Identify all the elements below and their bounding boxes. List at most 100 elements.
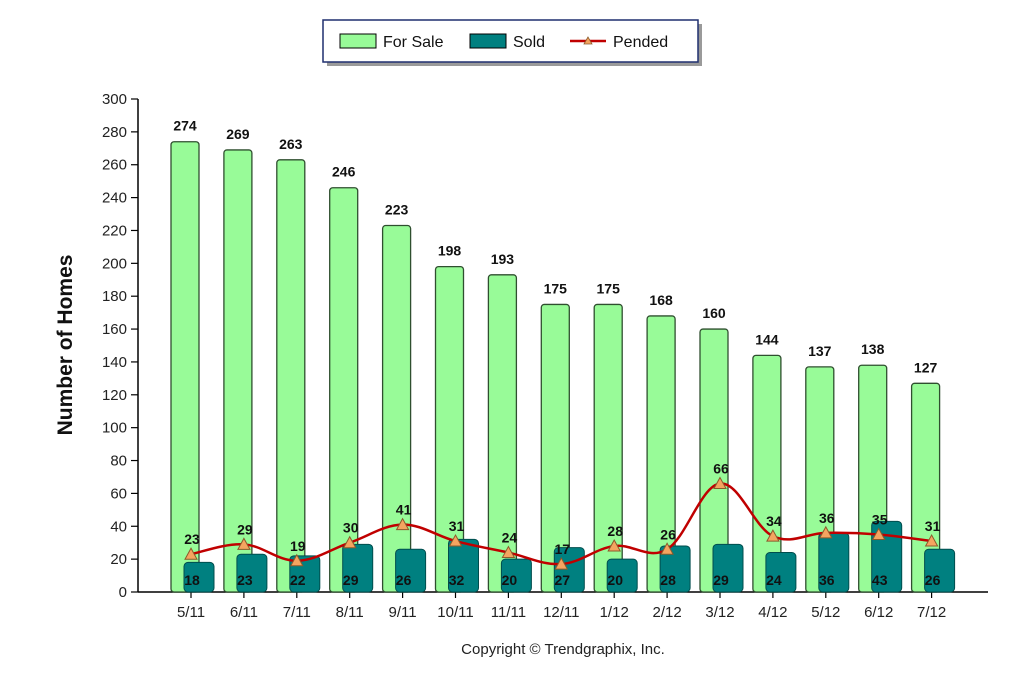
for-sale-value-label: 263: [279, 136, 303, 152]
y-tick-label: 20: [110, 551, 127, 568]
y-tick-label: 160: [102, 321, 127, 338]
for-sale-value-label: 274: [173, 118, 197, 134]
x-tick-label: 3/12: [705, 604, 734, 621]
legend: For Sale Sold Pended: [322, 19, 702, 66]
y-axis-title: Number of Homes: [54, 255, 77, 436]
for-sale-bar: [223, 149, 253, 593]
y-axis: 0 20 40 60 80 100 120 140 160 180 200 220 240 260 280 3…: [102, 91, 139, 601]
sold-bar: [236, 553, 268, 593]
for-sale-series: 274 269 263 246 223 198 193 175 175 168 160 144 137 1…: [170, 118, 941, 593]
x-tick-label: 6/11: [230, 604, 258, 621]
legend-box: [322, 19, 699, 63]
pended-value-label: 35: [872, 511, 888, 527]
x-tick-label: 5/11: [177, 604, 205, 621]
for-sale-bar: [593, 303, 623, 593]
for-sale-value-label: 168: [649, 292, 673, 308]
pended-marker: [501, 545, 516, 559]
x-tick-label: 6/12: [864, 604, 893, 621]
sold-bar: [342, 543, 374, 593]
x-tick-label: 7/11: [283, 604, 311, 621]
pended-marker: [924, 534, 939, 547]
x-tick-label: 5/12: [811, 604, 840, 621]
y-tick-label: 100: [102, 420, 127, 437]
sold-value-label: 20: [502, 572, 518, 588]
sold-bar: [924, 548, 956, 593]
x-tick-label: 9/11: [389, 604, 417, 621]
y-tick-label: 260: [102, 157, 127, 174]
for-sale-value-label: 175: [544, 280, 568, 296]
pended-marker: [395, 517, 410, 531]
for-sale-bar: [276, 159, 306, 593]
sold-value-label: 23: [237, 572, 253, 588]
pended-value-label: 30: [343, 520, 359, 536]
x-tick-label: 12/11: [543, 604, 579, 621]
sold-bar: [606, 558, 638, 593]
for-sale-bar: [170, 141, 200, 593]
sold-value-label: 18: [184, 572, 200, 588]
sold-value-label: 26: [396, 572, 412, 588]
pended-value-label: 36: [819, 510, 835, 526]
sold-bar: [183, 561, 215, 593]
for-sale-bar: [646, 315, 676, 593]
pended-value-label: 31: [449, 518, 465, 534]
sold-value-label: 26: [925, 572, 941, 588]
pended-value-label: 31: [925, 518, 941, 534]
pended-marker: [607, 538, 622, 552]
pended-value-label: 26: [660, 526, 676, 542]
pended-value-label: 17: [555, 541, 571, 557]
for-sale-value-label: 144: [755, 331, 779, 347]
for-sale-bar: [381, 224, 412, 593]
pended-marker: [554, 557, 569, 570]
x-tick-label: 7/12: [917, 604, 946, 621]
sold-bar: [500, 558, 532, 593]
y-tick-label: 120: [102, 387, 127, 404]
pended-marker: [448, 534, 463, 547]
x-axis: 5/11 6/11 7/11 8/11 9/11 10/11 11/11 12/11 1/12 2…: [138, 591, 988, 621]
sold-bar: [659, 545, 691, 593]
pended-marker: [237, 537, 251, 550]
pended-series: 23 29 19 30 41 31 24 17 28 26 66 34 36 35 31: [184, 461, 941, 570]
pended-value-label: 29: [237, 521, 253, 537]
for-sale-bar: [487, 274, 518, 593]
pended-value-label: 41: [396, 502, 412, 518]
copyright-footer: Copyright © Trendgraphix, Inc.: [461, 641, 665, 658]
x-tick-label: 4/12: [758, 604, 787, 621]
pended-marker: [184, 547, 198, 560]
pended-marker: [342, 535, 357, 549]
for-sale-value-label: 160: [702, 305, 726, 321]
y-tick-label: 300: [102, 91, 127, 108]
x-tick-label: 2/12: [652, 604, 681, 621]
y-tick-label: 80: [110, 453, 127, 470]
sold-value-label: 43: [872, 572, 888, 588]
for-sale-value-label: 137: [808, 343, 832, 359]
y-tick-label: 200: [102, 255, 127, 272]
y-tick-label: 40: [110, 518, 127, 535]
legend-label-sold: Sold: [513, 34, 545, 51]
legend-marker-pended: [583, 36, 593, 45]
pended-value-label: 24: [502, 530, 518, 546]
pended-marker: [871, 527, 886, 540]
sold-value-label: 20: [607, 572, 623, 588]
for-sale-value-label: 127: [914, 359, 938, 375]
y-tick-label: 220: [102, 222, 127, 239]
pended-line: [190, 482, 932, 566]
y-tick-label: 60: [110, 485, 127, 502]
pended-marker: [713, 476, 727, 490]
pended-marker: [660, 542, 674, 555]
sold-bar: [765, 552, 797, 593]
x-tick-label: 11/11: [491, 604, 526, 621]
legend-swatch-for-sale: [339, 33, 377, 49]
pended-value-label: 23: [184, 531, 200, 547]
x-tick-label: 1/12: [600, 604, 629, 621]
sold-value-label: 29: [343, 572, 359, 588]
y-tick-label: 0: [119, 584, 127, 601]
x-tick-label: 10/11: [437, 604, 473, 621]
sold-bar: [712, 543, 744, 593]
legend-label-pended: Pended: [613, 34, 668, 51]
pended-value-label: 66: [713, 461, 729, 477]
for-sale-bar: [540, 303, 570, 593]
for-sale-value-label: 269: [226, 126, 250, 142]
sold-value-label: 36: [819, 572, 835, 588]
pended-marker: [818, 525, 833, 539]
